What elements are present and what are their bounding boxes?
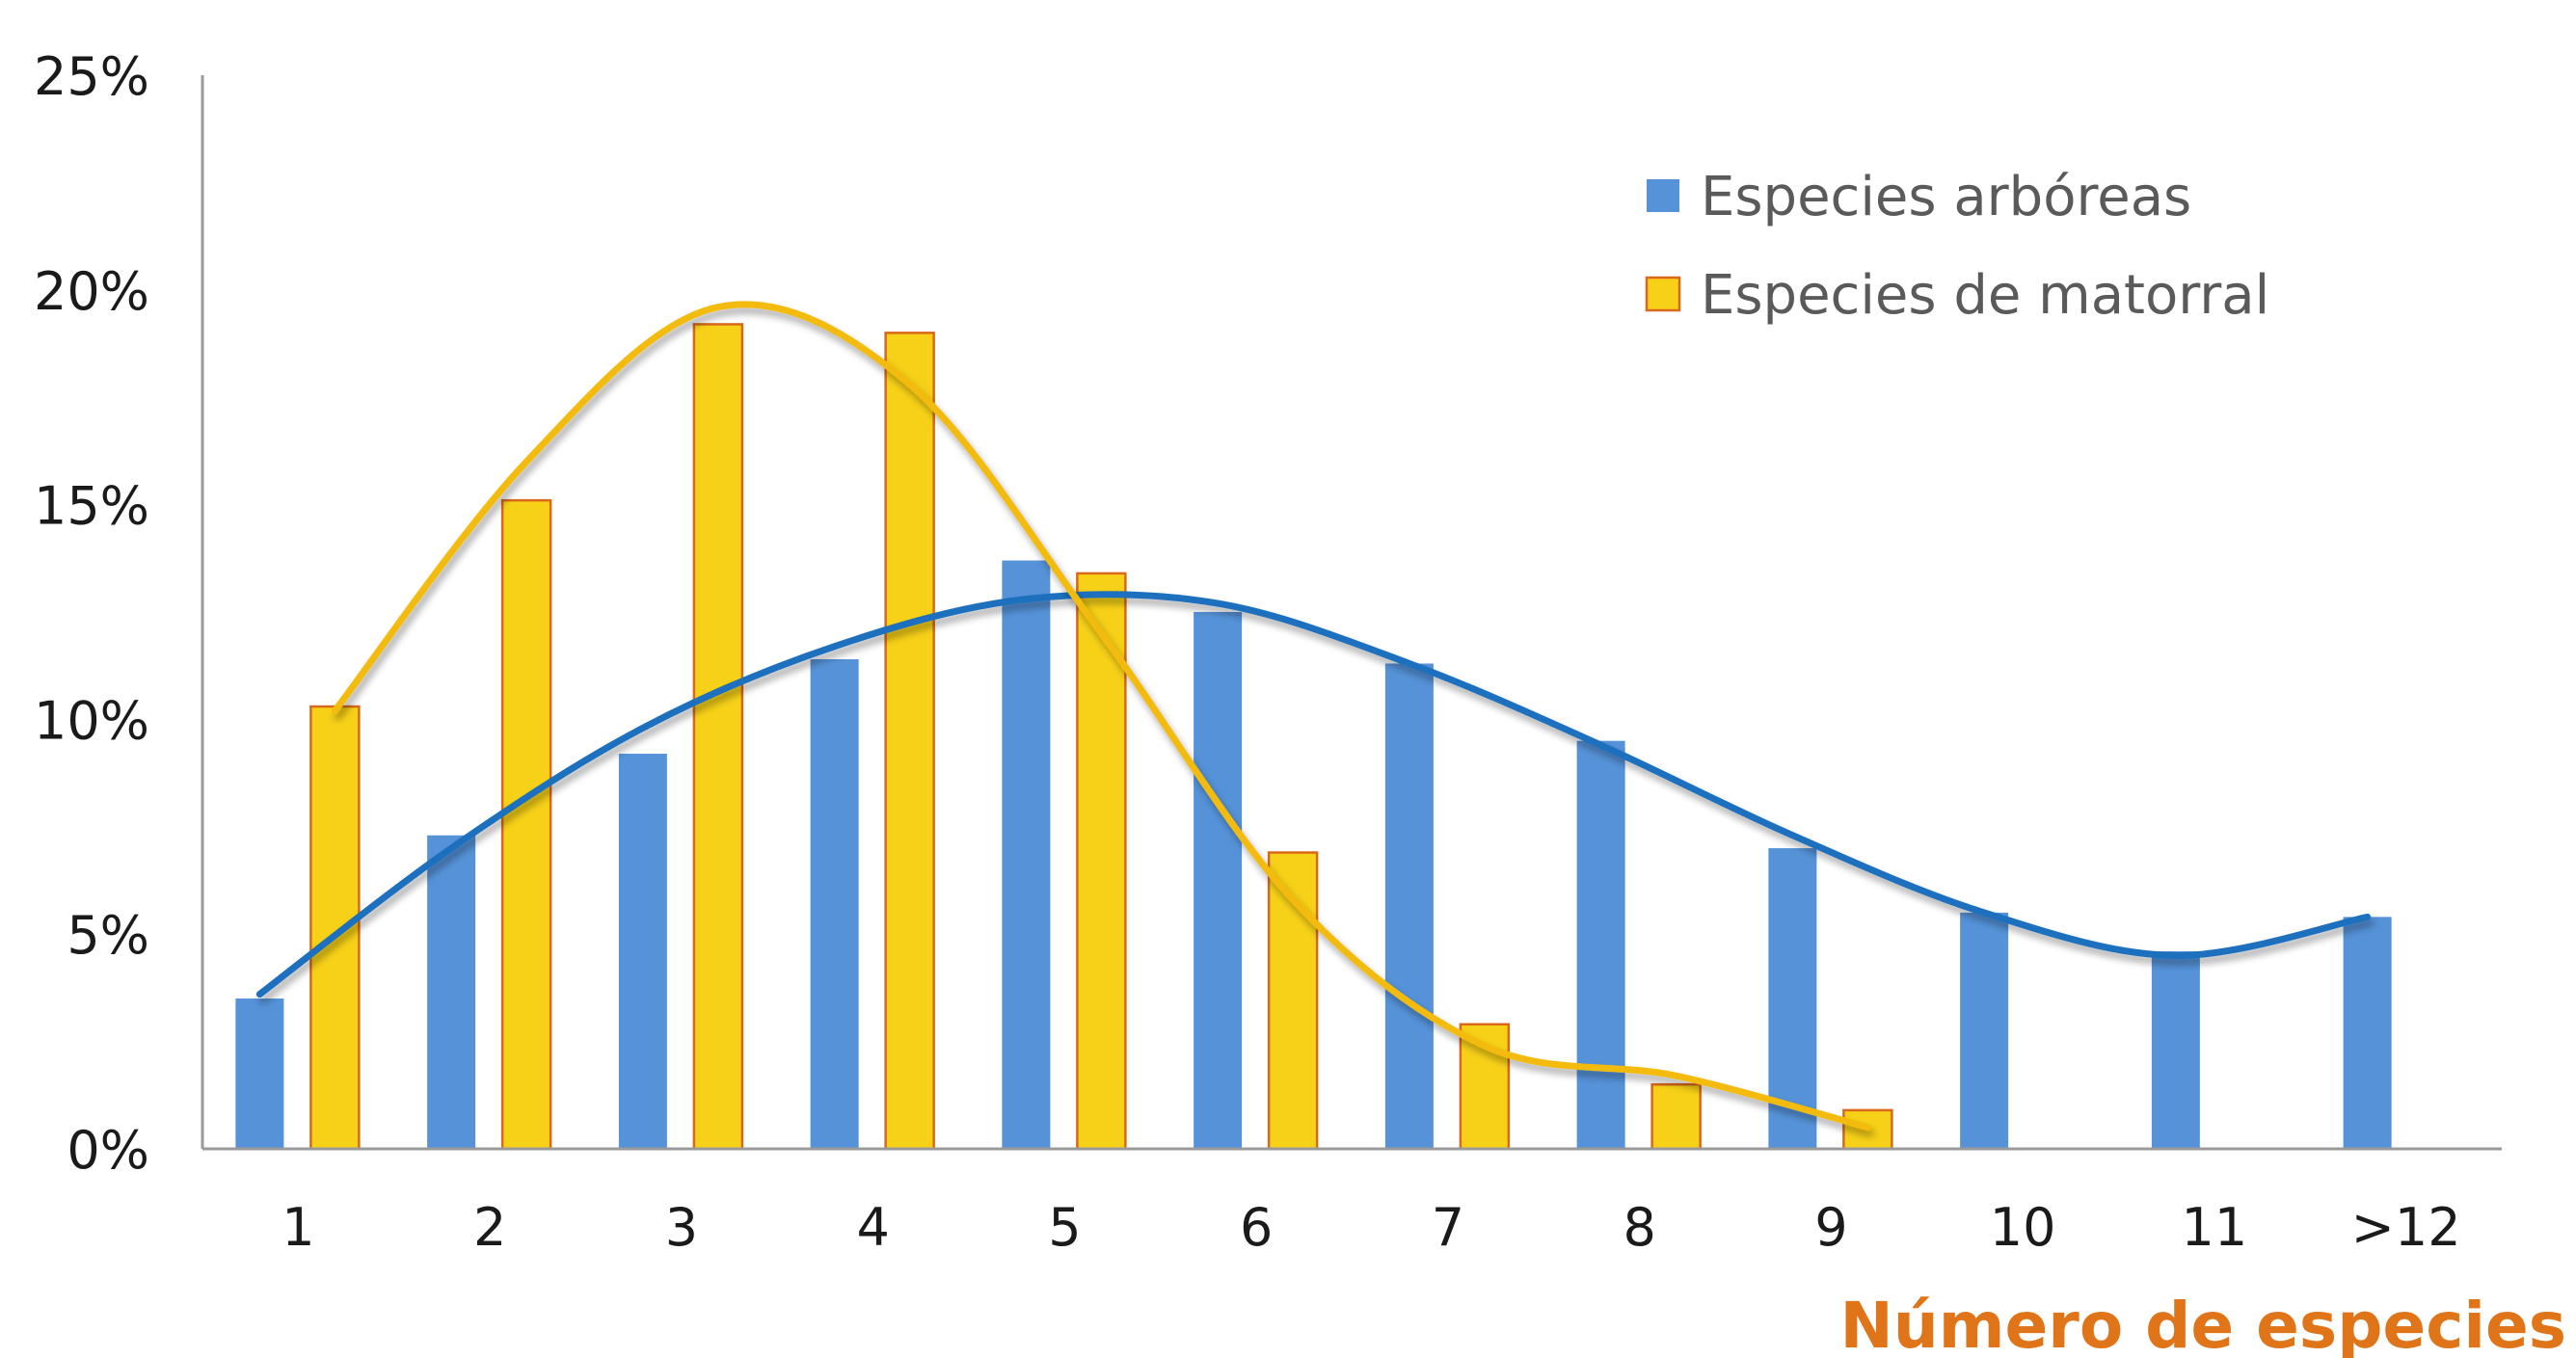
trendline-arboreas bbox=[255, 591, 2372, 999]
x-tick-label: 7 bbox=[1432, 1197, 1464, 1258]
x-tick-label: 9 bbox=[1814, 1197, 1847, 1258]
bar-arboreas-11 bbox=[2151, 951, 2200, 1149]
bar-matorral-3 bbox=[692, 323, 744, 1151]
x-tick-label: 11 bbox=[2182, 1197, 2248, 1258]
y-tick-label: 25% bbox=[34, 46, 149, 107]
x-tick-label: 2 bbox=[473, 1197, 506, 1258]
legend-swatch-matorral bbox=[1645, 276, 1681, 312]
bar-matorral-4 bbox=[884, 332, 935, 1151]
x-tick-label: 8 bbox=[1623, 1197, 1655, 1258]
bar-arboreas-6 bbox=[1194, 612, 1243, 1149]
x-tick-label: >12 bbox=[2351, 1197, 2461, 1258]
y-tick-label: 15% bbox=[34, 476, 149, 537]
x-tick-label: 3 bbox=[665, 1197, 698, 1258]
bar-arboreas-1 bbox=[235, 999, 284, 1149]
bar-arboreas-2 bbox=[427, 835, 476, 1149]
y-tick-label: 5% bbox=[67, 905, 149, 966]
bar-arboreas-3 bbox=[618, 754, 667, 1149]
bar-arboreas-7 bbox=[1384, 663, 1434, 1149]
x-axis-title: Número de especies bbox=[1840, 1289, 2566, 1358]
bar-arboreas->12 bbox=[2343, 917, 2392, 1149]
legend-label-matorral: Especies de matorral bbox=[1701, 264, 2269, 327]
trendlines-group bbox=[255, 301, 2372, 1132]
bar-matorral-8 bbox=[1650, 1082, 1702, 1151]
y-tick-labels: 0% 5% 10% 15% 20% 25% bbox=[34, 46, 149, 1181]
bar-matorral-1 bbox=[309, 705, 361, 1151]
legend-label-arboreas: Especies arbóreas bbox=[1701, 166, 2191, 228]
bar-arboreas-5 bbox=[1002, 560, 1051, 1149]
x-tick-label: 4 bbox=[856, 1197, 889, 1258]
bar-arboreas-10 bbox=[1960, 912, 2009, 1149]
x-tick-label: 1 bbox=[282, 1197, 314, 1258]
bar-arboreas-8 bbox=[1576, 740, 1625, 1149]
legend-swatch-arboreas bbox=[1647, 179, 1679, 212]
x-tick-label: 5 bbox=[1048, 1197, 1081, 1258]
bars-group bbox=[235, 323, 2392, 1151]
axes-group bbox=[201, 75, 2502, 1151]
legend: Especies arbóreas Especies de matorral bbox=[1645, 166, 2269, 327]
y-tick-label: 20% bbox=[34, 261, 149, 322]
bar-matorral-2 bbox=[500, 498, 552, 1151]
y-tick-label: 0% bbox=[67, 1120, 149, 1181]
trendline-matorral bbox=[331, 301, 1871, 1132]
x-tick-labels: 1 2 3 4 5 6 7 8 9 10 11 >12 bbox=[282, 1197, 2460, 1258]
bar-arboreas-4 bbox=[810, 659, 859, 1149]
x-tick-label: 6 bbox=[1240, 1197, 1273, 1258]
x-tick-label: 10 bbox=[1990, 1197, 2056, 1258]
bar-matorral-5 bbox=[1076, 572, 1127, 1151]
y-tick-label: 10% bbox=[34, 690, 149, 751]
